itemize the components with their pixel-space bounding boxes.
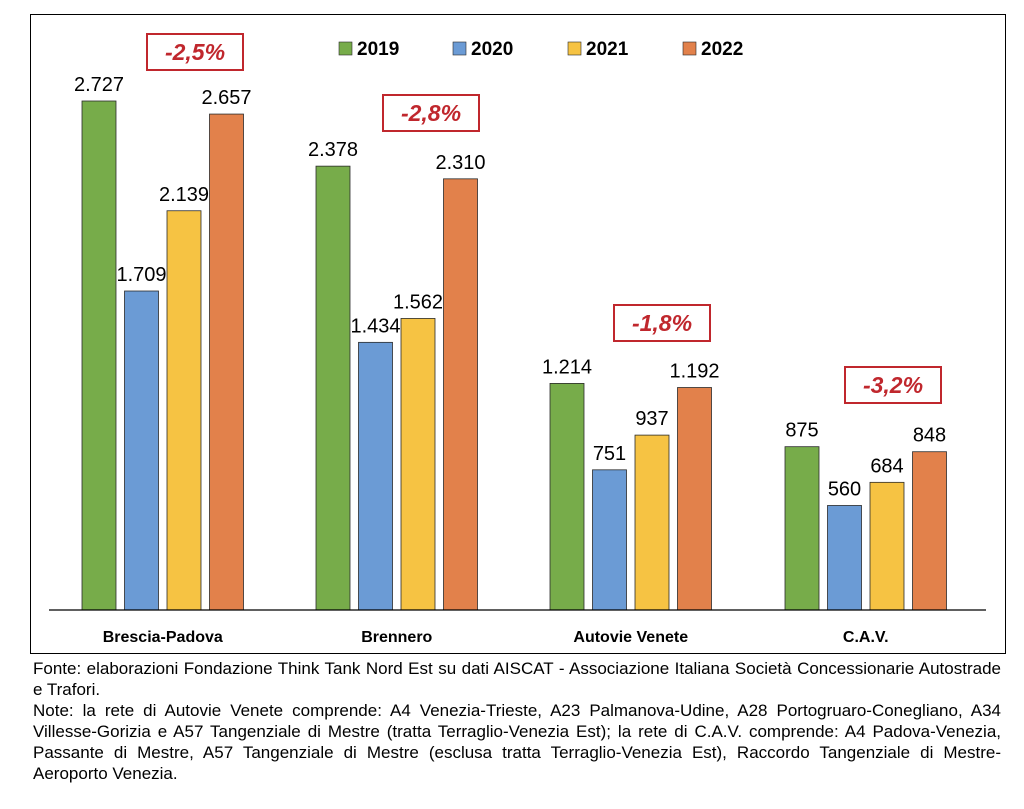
data-label-2020-3: 560 — [828, 478, 861, 500]
data-label-2022-1: 2.310 — [435, 152, 485, 174]
change-box-3 — [844, 366, 942, 404]
category-label-0: Brescia-Padova — [103, 629, 223, 646]
category-label-2: Autovie Venete — [573, 629, 688, 646]
bar-2022-2 — [677, 387, 712, 611]
legend-swatch-2019 — [338, 41, 353, 56]
data-label-2020-2: 751 — [593, 443, 626, 465]
legend-swatch-2021 — [567, 41, 582, 56]
category-label-3: C.A.V. — [843, 629, 889, 646]
bar-2022-0 — [209, 113, 244, 611]
legend-label-2019: 2019 — [357, 39, 399, 60]
bar-2020-3 — [827, 505, 862, 611]
bar-2022-3 — [912, 451, 947, 611]
data-label-2020-1: 1.434 — [350, 315, 400, 337]
bar-2022-1 — [443, 178, 478, 611]
bar-2020-0 — [124, 290, 159, 611]
legend-swatch-2020 — [452, 41, 467, 56]
data-label-2019-0: 2.727 — [74, 74, 124, 96]
category-label-1: Brennero — [361, 629, 432, 646]
bar-2021-0 — [166, 210, 202, 611]
data-label-2021-2: 937 — [635, 408, 668, 430]
source-note: Fonte: elaborazioni Fondazione Think Tan… — [33, 659, 1001, 699]
chart-frame: 2.727 2.378 1.214 875 1.709 1.434 751 560 2.139 1… — [30, 14, 1006, 654]
change-label-0: -2,5% — [165, 39, 225, 65]
data-label-2021-0: 2.139 — [159, 184, 209, 206]
legend-label-2021: 2021 — [586, 39, 629, 60]
change-box-1 — [382, 94, 480, 132]
data-label-2022-2: 1.192 — [669, 361, 719, 383]
change-label-2: -1,8% — [632, 310, 692, 336]
bar-2019-2 — [549, 383, 585, 611]
change-box-2 — [613, 304, 711, 342]
bar-2020-2 — [592, 469, 627, 611]
data-label-2019-2: 1.214 — [542, 356, 592, 378]
change-label-1: -2,8% — [401, 100, 461, 126]
data-label-2019-1: 2.378 — [308, 139, 358, 161]
legend-label-2022: 2022 — [701, 39, 743, 60]
bar-2019-0 — [81, 100, 117, 611]
data-label-2019-3: 875 — [785, 420, 818, 442]
bar-2019-3 — [784, 446, 820, 611]
detail-note: Note: la rete di Autovie Venete comprend… — [33, 701, 1001, 783]
bar-2019-1 — [315, 165, 351, 611]
bar-chart: 2.727 2.378 1.214 875 1.709 1.434 751 560 2.139 1… — [49, 33, 986, 646]
data-label-2020-0: 1.709 — [116, 264, 166, 286]
bar-2020-1 — [358, 341, 393, 611]
bar-2021-2 — [634, 434, 670, 611]
data-label-2022-3: 848 — [913, 425, 946, 447]
data-label-2021-1: 1.562 — [393, 291, 443, 313]
bar-2021-1 — [400, 318, 436, 611]
bar-2021-3 — [869, 481, 905, 611]
data-label-2021-3: 684 — [870, 455, 903, 477]
notes: Fonte: elaborazioni Fondazione Think Tan… — [33, 658, 1001, 784]
legend-swatch-2022 — [682, 41, 697, 56]
change-label-3: -3,2% — [863, 372, 923, 398]
change-box-0 — [146, 33, 244, 71]
data-label-2022-0: 2.657 — [201, 87, 251, 109]
legend-label-2020: 2020 — [471, 39, 513, 60]
